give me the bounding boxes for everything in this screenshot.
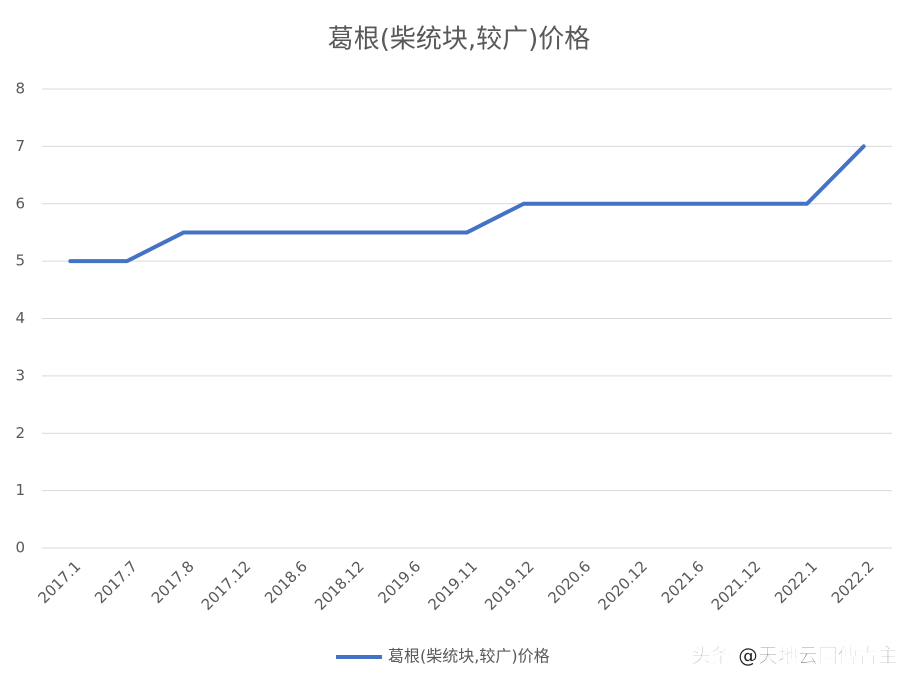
y-tick-label: 0	[15, 539, 25, 557]
y-tick-label: 6	[15, 194, 25, 212]
y-tick-label: 5	[15, 252, 25, 270]
legend-label: 葛根(柴统块,较广)价格	[388, 647, 550, 666]
series-line	[68, 144, 866, 264]
y-tick-label: 1	[15, 481, 25, 499]
y-tick-label: 7	[15, 137, 25, 155]
chart-title: 葛根(柴统块,较广)价格	[328, 25, 591, 55]
y-tick-label: 8	[15, 80, 25, 98]
watermark: 头条 @天地云图傅青主	[691, 644, 898, 668]
y-tick-label: 2	[15, 424, 25, 442]
y-tick-label: 3	[15, 366, 25, 384]
y-tick-label: 4	[15, 309, 25, 327]
